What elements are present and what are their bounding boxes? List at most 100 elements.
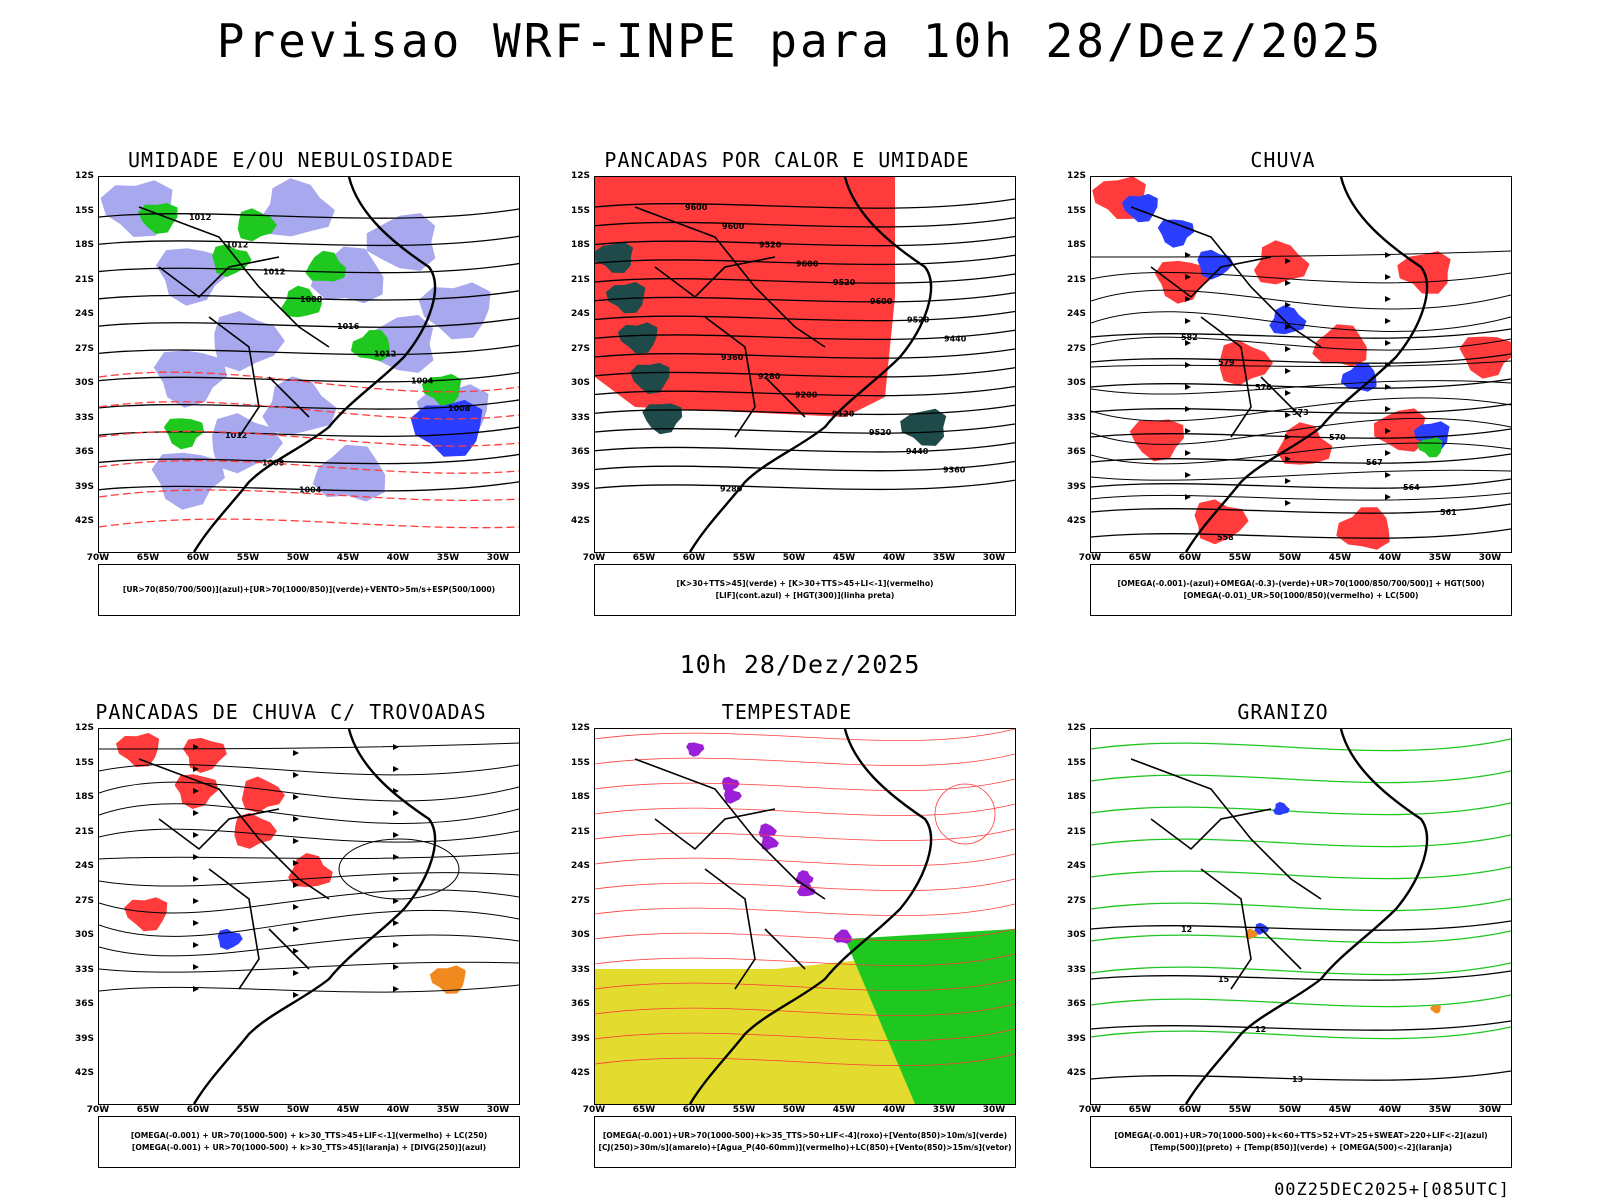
contour-line (1091, 428, 1511, 439)
lat-tick-label: 18S (74, 240, 94, 250)
streamline (99, 803, 519, 824)
rain-patch (1312, 324, 1367, 367)
streamline (99, 742, 519, 750)
wind-arrow (1385, 494, 1391, 500)
lat-tick-label: 39S (570, 1033, 590, 1044)
rain-patch (1276, 422, 1333, 465)
omega-patch (1245, 928, 1258, 940)
streamlines (99, 742, 519, 998)
lat-tick-label: 33S (1066, 964, 1086, 975)
lon-tick-label: 45W (832, 1105, 856, 1115)
lat-tick-label: 12S (1066, 171, 1086, 181)
precipitable-water-line (595, 1003, 1015, 1017)
contour-label: 12 (1255, 1025, 1266, 1034)
lat-tick-label: 27S (1066, 343, 1086, 354)
wind-arrow (1185, 252, 1191, 258)
thunderstorm-patch (116, 732, 160, 767)
wind-arrow (293, 838, 299, 844)
strong-wind-area (845, 929, 1015, 1104)
moisture-patch (163, 418, 205, 450)
contour-line (1091, 528, 1511, 539)
wind-arrow (1285, 346, 1291, 352)
lat-tick-label: 27S (570, 895, 590, 906)
contour-line (595, 198, 1015, 209)
thunderstorm-patch (124, 897, 168, 932)
lon-tick-label: 70W (1078, 1105, 1102, 1115)
lon-tick-label: 40W (882, 1105, 906, 1115)
wind-arrow (1385, 406, 1391, 412)
contour-label: 561 (1440, 508, 1457, 517)
lon-tick-label: 70W (1078, 553, 1102, 563)
convection-area (595, 241, 634, 273)
wind-arrow (1285, 302, 1291, 308)
lon-tick-label: 65W (632, 1105, 656, 1115)
streamline (1091, 380, 1511, 395)
temp850-line (1091, 866, 1511, 880)
run-label: 00Z25DEC2025+[085UTC] (1274, 1180, 1510, 1200)
moisture-patch (350, 330, 391, 362)
lat-tick-label: 30S (1066, 378, 1086, 388)
thickness-line (99, 430, 519, 447)
lat-tick-label: 15S (1066, 757, 1086, 768)
contour-line (1091, 1070, 1511, 1081)
lat-tick-label: 21S (1066, 274, 1086, 285)
contour-line (595, 385, 1015, 397)
legend-box: [OMEGA(-0.001)+UR>70(1000-500)+k>35_TTS>… (594, 1116, 1016, 1168)
convection-area (605, 282, 646, 314)
streamline (99, 872, 519, 887)
thunderstorm-patch (234, 812, 277, 849)
contour-label: 9440 (944, 334, 967, 343)
contour-line (1091, 920, 1511, 931)
wind-arrow (1285, 324, 1291, 330)
contour-line (595, 479, 1015, 491)
mid-title: 10h 28/Dez/2025 (679, 650, 921, 679)
legend-text: [CJ(250)>30m/s](amarelo)+[Agua_P(40-60mm… (598, 1143, 1012, 1152)
lon-tick-label: 40W (1378, 1105, 1402, 1115)
wind-arrow (1185, 494, 1191, 500)
streamline (1091, 360, 1511, 368)
lon-tick-label: 45W (832, 553, 856, 563)
lat-tick-label: 18S (74, 792, 94, 802)
streamline (1091, 336, 1511, 351)
lat-tick-label: 12S (74, 723, 94, 733)
streamline (1091, 397, 1511, 422)
map-svg (595, 729, 1015, 1104)
legend-box: [K>30+TTS>45](verde) + [K>30+TTS>45+LI<-… (594, 564, 1016, 616)
precipitable-water-line (595, 753, 1015, 767)
streamline (1091, 492, 1511, 501)
anticyclone (338, 838, 460, 900)
wind-arrow (1185, 450, 1191, 456)
panel-title: PANCADAS DE CHUVA C/ TROVOADAS (95, 700, 487, 724)
wind-arrow (1185, 340, 1191, 346)
lat-tick-label: 21S (570, 826, 590, 837)
legend-text: [OMEGA(-0.001)-(azul)+OMEGA(-0.3)-(verde… (1117, 579, 1485, 588)
moisture-patch (281, 285, 323, 318)
lon-tick-label: 40W (1378, 553, 1402, 563)
lat-tick-label: 18S (570, 240, 590, 250)
precipitable-water-line (595, 903, 1015, 917)
streamline (99, 984, 519, 993)
wind-arrow (1285, 412, 1291, 418)
severe-storm-patch (724, 788, 742, 804)
contour-line (99, 290, 519, 301)
lon-tick-label: 35W (1428, 553, 1452, 563)
contour-label: 12 (1181, 925, 1192, 934)
wind-arrow (393, 964, 399, 970)
lat-tick-label: 21S (570, 274, 590, 285)
coastline (1184, 729, 1429, 1104)
contour-label: 9600 (722, 222, 745, 231)
lon-tick-label: 60W (1178, 553, 1202, 563)
lat-tick-label: 12S (570, 171, 590, 181)
wind-arrow (1385, 274, 1391, 280)
lon-tick-label: 30W (1478, 553, 1502, 563)
humidity-patch (312, 444, 386, 502)
lon-tick-label: 65W (1128, 1105, 1152, 1115)
wind-arrow (1285, 390, 1291, 396)
contour-line (1091, 478, 1511, 489)
wind-arrow (1385, 340, 1391, 346)
lon-tick-label: 55W (732, 553, 756, 563)
temp850-line (1091, 1026, 1511, 1040)
rain-patch (1253, 240, 1310, 285)
lat-tick-label: 21S (74, 826, 94, 837)
lat-tick-label: 36S (570, 447, 590, 457)
